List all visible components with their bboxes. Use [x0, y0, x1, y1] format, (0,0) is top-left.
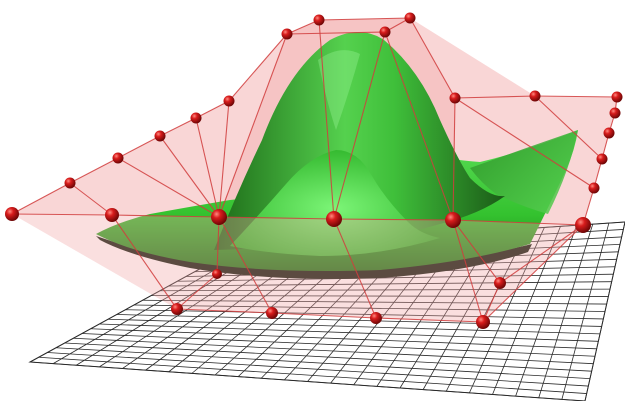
control-point	[449, 92, 461, 104]
floor-grid-line	[584, 221, 625, 401]
control-point	[575, 217, 591, 233]
control-point	[588, 182, 600, 194]
floor-grid-line	[55, 347, 591, 380]
control-point	[212, 269, 222, 279]
control-point	[445, 212, 461, 228]
control-net-edge	[482, 282, 501, 323]
control-point	[281, 28, 293, 40]
control-net-edge	[111, 214, 220, 218]
control-point	[266, 307, 278, 319]
control-net-edge	[534, 95, 618, 98]
control-net-edge	[375, 317, 484, 323]
floor-grid-line	[38, 356, 587, 394]
control-net-edge	[286, 19, 320, 35]
floor-grid-line	[515, 225, 578, 397]
control-net-edge	[218, 100, 230, 218]
control-net-edge	[218, 216, 335, 220]
control-net-edge	[499, 224, 584, 284]
control-net-edge	[454, 97, 595, 189]
control-point	[603, 127, 615, 139]
control-net-edge	[271, 312, 377, 319]
control-point	[64, 177, 76, 189]
control-net-edge	[409, 17, 456, 99]
floor-grid-line	[538, 224, 594, 398]
control-net-edge	[384, 31, 454, 221]
control-net-edge	[333, 31, 386, 220]
control-point	[609, 107, 621, 119]
floor-grid-line	[47, 352, 589, 387]
control-net-edge	[218, 216, 273, 314]
control-net-edge	[195, 100, 230, 119]
surface-front-hump	[230, 150, 440, 256]
surface-right-wing	[470, 130, 578, 214]
control-net-edge	[452, 219, 484, 323]
control-point	[171, 303, 183, 315]
control-net-edge	[11, 213, 113, 216]
control-net-edge	[318, 19, 335, 220]
control-point	[611, 91, 623, 103]
control-net-edge	[218, 33, 288, 218]
control-net-edge	[159, 117, 197, 137]
control-net-edge	[454, 95, 536, 99]
control-point	[211, 209, 227, 225]
control-net-edge	[117, 157, 220, 218]
control-net-edge	[534, 95, 603, 160]
control-point	[370, 312, 382, 324]
floor-grid-line	[29, 361, 586, 401]
control-net-face	[12, 214, 583, 322]
control-net-edge	[69, 182, 113, 216]
control-net-edge	[286, 31, 386, 35]
control-point	[476, 315, 490, 329]
control-net-edge	[159, 135, 220, 218]
control-net-edge	[176, 273, 218, 310]
control-net-edge	[452, 219, 584, 226]
control-net-edge	[452, 97, 456, 221]
control-point	[379, 26, 391, 38]
control-net-edge	[117, 135, 161, 159]
control-net-edge	[333, 218, 377, 319]
control-points	[5, 12, 623, 329]
control-point	[404, 12, 416, 24]
floor-grid-line	[64, 342, 592, 372]
control-net-edge	[333, 218, 454, 221]
control-net-edge	[69, 157, 119, 184]
control-point	[105, 208, 119, 222]
control-net-edge	[111, 214, 178, 310]
control-point	[494, 277, 506, 289]
control-point	[190, 112, 202, 124]
control-point	[529, 90, 541, 102]
control-point	[313, 14, 325, 26]
surface-rim-shadow	[96, 236, 532, 279]
control-net-edge	[452, 219, 501, 284]
control-net-edge	[11, 182, 71, 215]
control-point	[154, 130, 166, 142]
control-net-edge	[216, 216, 220, 275]
control-point	[223, 95, 235, 107]
control-net-edge	[176, 308, 273, 314]
control-point	[596, 153, 608, 165]
floor-grid-line	[561, 222, 610, 400]
control-point	[112, 152, 124, 164]
control-net-edge	[195, 117, 220, 218]
surface-peak-highlight	[318, 50, 360, 130]
control-net-edge	[482, 224, 584, 323]
control-net-front	[11, 17, 618, 323]
control-point	[326, 211, 342, 227]
control-net-edge	[318, 17, 411, 21]
control-net-edge	[228, 33, 288, 102]
control-point	[5, 207, 19, 221]
